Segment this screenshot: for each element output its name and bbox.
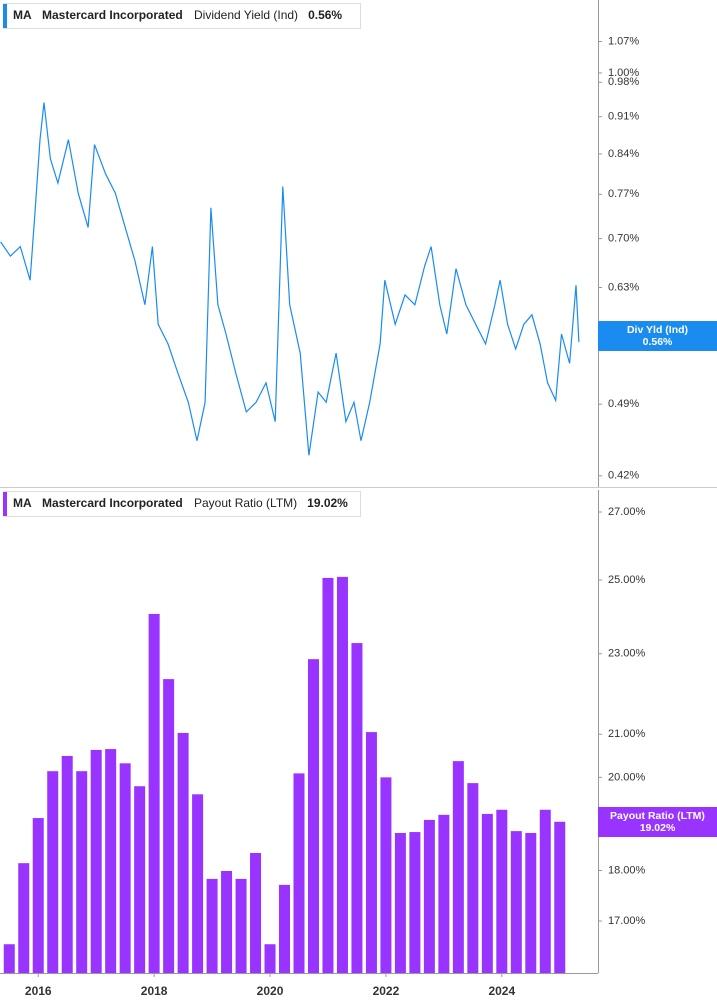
bar [467,783,479,973]
y-tick-label: 0.98% [608,76,639,88]
x-tick-label: 2020 [257,984,284,998]
legend-box [3,3,361,29]
bar [496,809,508,973]
bar [3,944,15,973]
y-tick-label: 27.00% [608,506,646,518]
y-tick-label: 17.00% [608,915,646,927]
bar [105,749,117,973]
y-tick-label: 0.49% [608,398,639,410]
y-tick-label: 1.00% [608,67,639,79]
y-tick-label: 0.77% [608,188,639,200]
badge-name: Div Yld (Ind) [627,324,688,336]
badge-value: 0.56% [643,336,673,348]
bar [18,863,30,973]
bar [148,613,160,973]
bar [394,833,406,973]
bar [177,732,189,973]
bar [206,878,218,973]
bar [336,576,348,973]
bar [293,773,305,973]
bar [481,813,493,973]
bar [380,777,392,973]
y-tick-label: 25.00% [608,574,646,586]
y-tick-label: 1.07% [608,35,639,47]
bar [221,871,233,973]
bar [32,818,44,973]
legend-metric: Dividend Yield (Ind) [194,8,298,22]
bar [264,944,276,973]
bar [554,821,566,973]
y-tick-label: 0.91% [608,111,639,123]
bar [76,771,88,973]
x-tick-label: 2018 [141,984,168,998]
bar [119,763,131,973]
y-tick-label: 0.42% [608,470,639,482]
value-badge [598,807,717,837]
x-tick-label: 2016 [25,984,52,998]
legend-strip [3,4,7,28]
bar [307,659,319,973]
y-tick-label: 0.70% [608,232,639,244]
bar [322,577,334,973]
bar [452,761,464,973]
bar [525,833,537,973]
legend-ticker: MA [13,496,32,510]
bar [47,771,59,973]
bar [61,755,73,973]
badge-value: 19.02% [640,822,676,834]
bar [235,878,247,973]
bar [351,643,363,973]
bar [510,831,522,973]
badge-name: Payout Ratio (LTM) [610,810,705,822]
legend-strip [3,492,7,516]
value-badge [598,321,717,351]
yield-line [0,102,580,456]
bar [423,819,435,973]
legend-ticker: MA [13,8,32,22]
legend-company: Mastercard Incorporated [42,8,183,22]
bar [365,732,377,973]
bar [134,786,146,973]
bar [90,749,102,973]
legend-value: 0.56% [308,8,342,22]
y-tick-label: 0.63% [608,281,639,293]
y-tick-label: 21.00% [608,728,646,740]
bar [250,853,262,973]
x-tick-label: 2022 [373,984,400,998]
bar [279,884,291,973]
legend-value: 19.02% [307,496,348,510]
y-tick-label: 0.84% [608,148,639,160]
bar [539,809,551,973]
bar [163,679,175,973]
bar [409,832,421,973]
bar [192,794,204,973]
x-tick-label: 2024 [488,984,515,998]
y-tick-label: 23.00% [608,648,646,660]
legend-metric: Payout Ratio (LTM) [194,496,297,510]
bar [438,814,450,973]
y-tick-label: 20.00% [608,771,646,783]
y-tick-label: 18.00% [608,864,646,876]
legend-company: Mastercard Incorporated [42,496,183,510]
